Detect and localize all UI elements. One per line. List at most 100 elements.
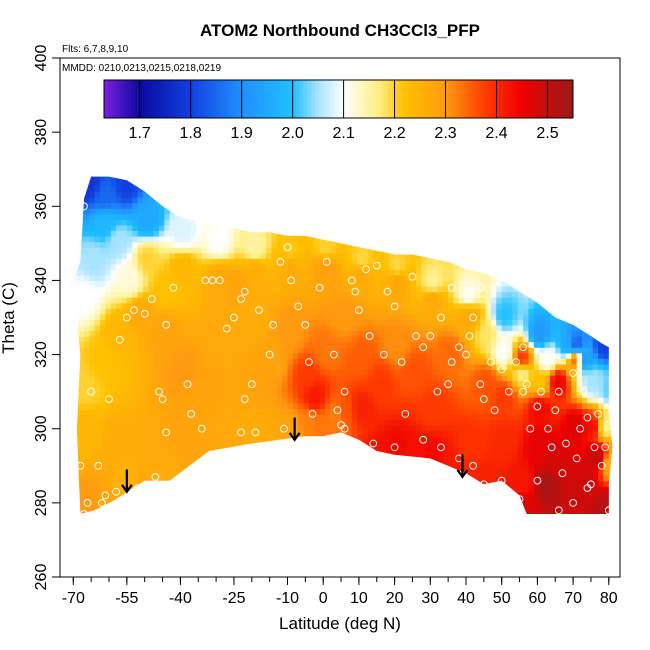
heatmap-cell xyxy=(389,185,396,193)
heatmap-cell xyxy=(292,402,299,409)
heatmap-cell xyxy=(416,158,422,164)
heatmap-cell xyxy=(341,176,348,181)
heatmap-cell xyxy=(244,341,251,348)
heatmap-cell xyxy=(126,402,133,409)
heatmap-cell xyxy=(233,363,240,370)
heatmap-cell xyxy=(105,313,112,320)
heatmap-cell xyxy=(362,286,369,293)
heatmap-cell xyxy=(464,252,471,259)
heatmap-cell xyxy=(180,480,187,487)
heatmap-cell xyxy=(185,297,192,304)
heatmap-cell xyxy=(132,336,139,343)
heatmap-cell xyxy=(137,247,144,254)
heatmap-cell xyxy=(276,252,283,259)
heatmap-cell xyxy=(287,219,294,226)
heatmap-cell xyxy=(341,469,348,476)
heatmap-cell xyxy=(282,436,289,443)
heatmap-cell xyxy=(175,413,181,421)
heatmap-cell xyxy=(73,380,80,387)
heatmap-cell xyxy=(250,263,256,270)
heatmap-cell xyxy=(453,308,460,315)
heatmap-cell xyxy=(367,502,374,510)
heatmap-cell xyxy=(223,452,230,459)
heatmap-cell xyxy=(416,480,422,487)
heatmap-cell xyxy=(464,176,471,181)
heatmap-cell xyxy=(394,369,401,376)
heatmap-cell xyxy=(84,219,90,226)
heatmap-cell xyxy=(405,158,411,164)
heatmap-cell xyxy=(453,413,460,421)
heatmap-cell xyxy=(298,185,305,193)
heatmap-cell xyxy=(185,363,192,370)
heatmap-cell xyxy=(314,352,321,359)
heatmap-cell xyxy=(437,408,444,415)
heatmap-cell xyxy=(201,497,208,504)
heatmap-cell xyxy=(153,180,160,187)
heatmap-cell xyxy=(287,458,294,465)
heatmap-cell xyxy=(389,497,396,504)
heatmap-cell xyxy=(330,208,337,215)
heatmap-cell xyxy=(121,375,128,382)
heatmap-cell xyxy=(319,308,326,315)
heatmap-cell xyxy=(464,375,471,382)
heatmap-cell xyxy=(464,319,471,326)
heatmap-cell xyxy=(175,169,181,175)
heatmap-cell xyxy=(442,436,449,443)
heatmap-cell xyxy=(84,274,90,282)
heatmap-cell xyxy=(175,386,181,393)
heatmap-cell xyxy=(448,502,455,510)
heatmap-cell xyxy=(100,330,107,337)
heatmap-cell xyxy=(426,291,433,298)
heatmap-cell xyxy=(78,219,85,226)
heatmap-cell xyxy=(170,169,176,175)
heatmap-cell xyxy=(346,452,353,459)
heatmap-cell xyxy=(207,397,214,404)
heatmap-cell xyxy=(303,280,310,287)
heatmap-cell xyxy=(73,258,80,265)
heatmap-cell xyxy=(255,491,262,498)
heatmap-cell xyxy=(373,164,379,170)
heatmap-cell xyxy=(250,508,256,514)
heatmap-cell xyxy=(437,224,444,231)
heatmap-cell xyxy=(84,413,90,421)
heatmap-cell xyxy=(351,347,358,354)
heatmap-cell xyxy=(239,291,246,298)
heatmap-cell xyxy=(105,180,112,187)
heatmap-cell xyxy=(228,502,235,510)
heatmap-cell xyxy=(432,330,439,337)
heatmap-cell xyxy=(201,486,208,493)
heatmap-cell xyxy=(132,252,139,259)
heatmap-cell xyxy=(223,508,230,514)
heatmap-cell xyxy=(367,202,374,209)
heatmap-cell xyxy=(121,202,128,209)
heatmap-cell xyxy=(303,447,310,454)
heatmap-cell xyxy=(196,202,203,209)
heatmap-cell xyxy=(378,436,385,443)
heatmap-cell xyxy=(336,158,342,164)
heatmap-cell xyxy=(116,402,123,409)
heatmap-cell xyxy=(474,347,481,354)
heatmap-cell xyxy=(137,180,144,187)
heatmap-cell xyxy=(287,402,294,409)
heatmap-cell xyxy=(132,380,139,387)
heatmap-cell xyxy=(292,197,299,204)
heatmap-cell xyxy=(110,308,117,315)
heatmap-cell xyxy=(239,430,246,437)
heatmap-cell xyxy=(191,380,198,387)
heatmap-cell xyxy=(164,176,171,181)
heatmap-cell xyxy=(357,413,364,421)
heatmap-cell xyxy=(132,480,139,487)
heatmap-cell xyxy=(126,230,133,237)
heatmap-cell xyxy=(298,369,305,376)
heatmap-cell xyxy=(180,258,187,265)
heatmap-cell xyxy=(223,402,230,409)
heatmap-cell xyxy=(175,324,181,332)
heatmap-cell xyxy=(394,324,401,332)
heatmap-cell xyxy=(266,241,273,248)
heatmap-cell xyxy=(314,269,321,276)
heatmap-cell xyxy=(73,369,80,376)
heatmap-cell xyxy=(142,224,149,231)
heatmap-cell xyxy=(421,369,428,376)
heatmap-cell xyxy=(164,386,171,393)
heatmap-cell xyxy=(217,380,224,387)
